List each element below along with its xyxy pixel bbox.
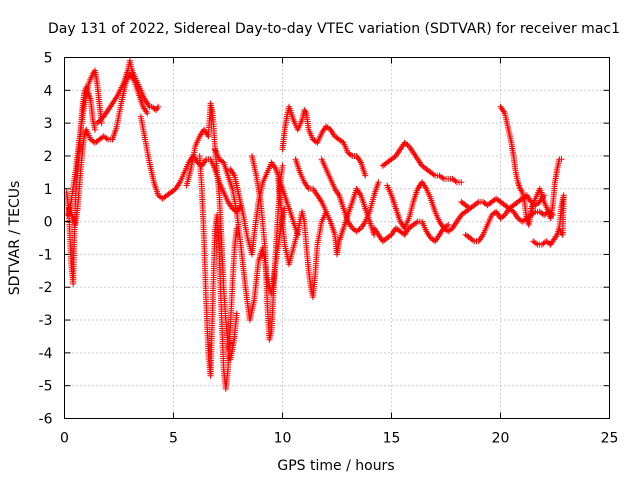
series-arc-19 xyxy=(462,205,556,245)
plus-markers xyxy=(462,205,556,245)
x-tick-label: 5 xyxy=(169,431,178,447)
series-arc-15 xyxy=(379,139,465,186)
plus-markers xyxy=(528,156,565,222)
series-arc-4 xyxy=(94,57,162,127)
plus-markers xyxy=(63,84,98,287)
series-arc-7 xyxy=(196,153,240,392)
series-arc-22 xyxy=(530,192,567,248)
plus-markers xyxy=(196,153,240,392)
y-axis-label: SDTVAR / TECUs xyxy=(7,181,23,296)
x-tick-label: 25 xyxy=(601,431,619,447)
y-tick-label: -6 xyxy=(39,412,53,428)
series-arc-11 xyxy=(275,175,330,301)
series-arc-13 xyxy=(292,156,378,258)
series-arc-1 xyxy=(63,84,98,287)
y-tick-label: -5 xyxy=(39,379,53,395)
plot-frame xyxy=(64,57,610,419)
x-axis-label: GPS time / hours xyxy=(277,458,394,474)
y-tick-label: -3 xyxy=(39,313,53,329)
y-tick-label: -1 xyxy=(39,247,53,263)
chart-title: Day 131 of 2022, Sidereal Day-to-day VTE… xyxy=(48,21,620,37)
plus-markers xyxy=(183,100,240,363)
plus-markers xyxy=(530,192,567,248)
series-arc-6 xyxy=(183,100,240,363)
plus-markers xyxy=(279,103,369,179)
y-tick-label: 5 xyxy=(44,51,53,67)
x-axis-ticks: 0 5 10 15 20 25 xyxy=(60,57,619,447)
x-tick-label: 0 xyxy=(60,431,69,447)
series-arc-12 xyxy=(279,103,369,179)
plus-markers xyxy=(94,57,162,127)
plus-markers xyxy=(64,67,105,218)
y-tick-label: 2 xyxy=(44,149,53,165)
y-axis-ticks: -6 -5 -4 -3 -2 -1 0 1 2 3 4 5 xyxy=(39,51,610,428)
plus-markers xyxy=(249,153,286,343)
y-tick-label: 1 xyxy=(44,182,53,198)
y-tick-label: -2 xyxy=(39,280,53,296)
plus-markers xyxy=(318,156,382,235)
plus-markers xyxy=(292,156,378,258)
y-tick-label: 4 xyxy=(44,83,53,99)
plus-markers xyxy=(379,139,465,186)
series-arc-20 xyxy=(497,103,537,228)
y-tick-label: 3 xyxy=(44,116,53,132)
plus-markers xyxy=(275,175,330,301)
series-arc-14 xyxy=(318,156,382,235)
x-tick-label: 20 xyxy=(492,431,510,447)
x-tick-label: 10 xyxy=(274,431,292,447)
data-points xyxy=(63,57,567,392)
y-tick-label: -4 xyxy=(39,346,53,362)
series-arc-10 xyxy=(249,153,286,343)
y-tick-label: 0 xyxy=(44,215,53,231)
plus-markers xyxy=(384,179,473,235)
series-arc-21 xyxy=(528,156,565,222)
series-arc-17 xyxy=(371,218,452,245)
series-arc-16 xyxy=(384,179,473,235)
series-arc-2 xyxy=(64,67,105,218)
plus-markers xyxy=(371,218,452,245)
x-tick-label: 15 xyxy=(383,431,401,447)
plus-markers xyxy=(497,103,537,228)
